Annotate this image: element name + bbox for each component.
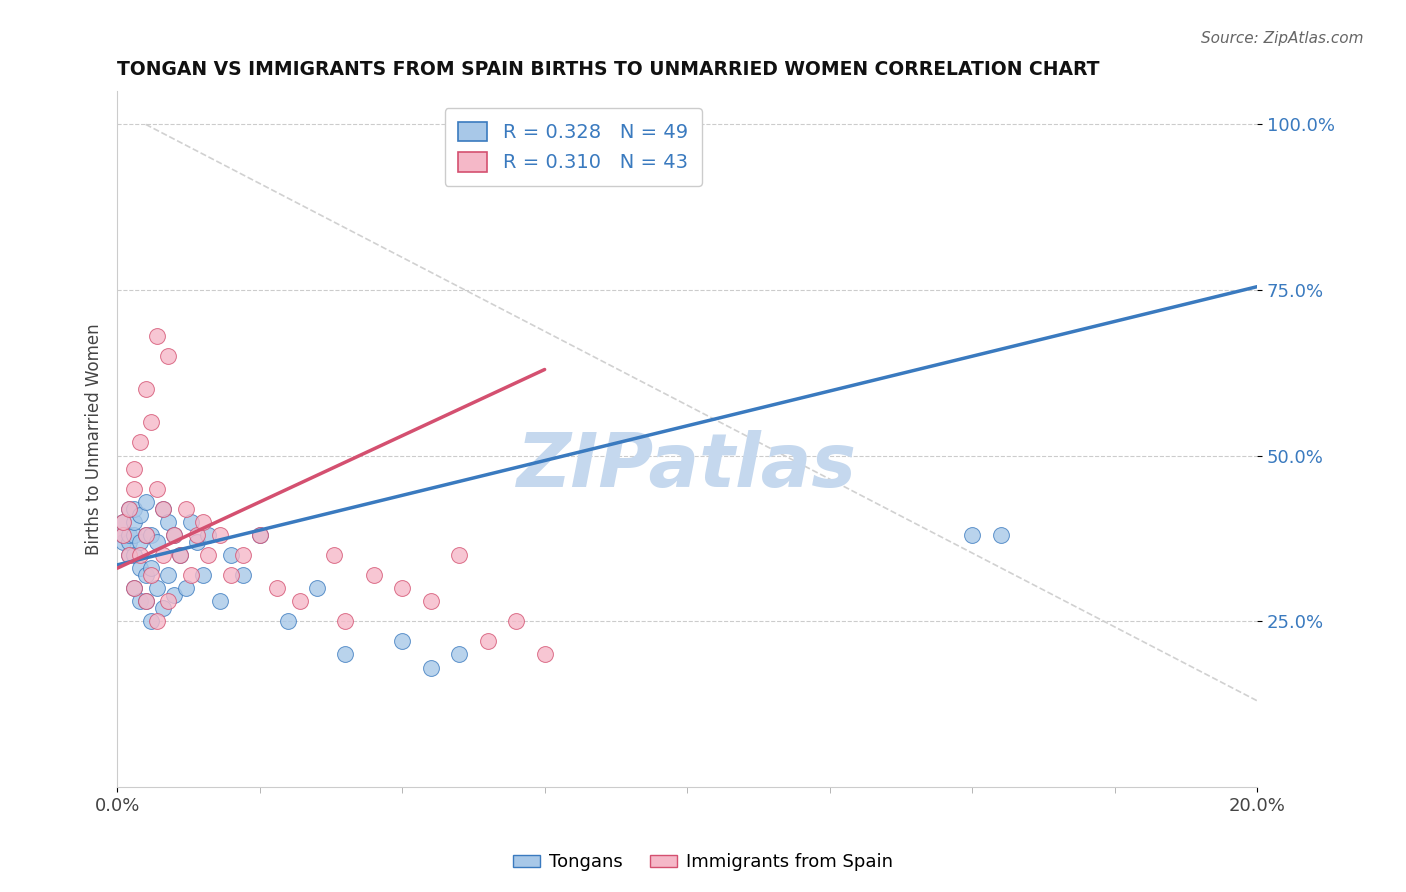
Point [129,435,152,450]
Point [117,501,139,516]
Point [163,528,186,542]
Point [141,614,163,628]
Text: TONGAN VS IMMIGRANTS FROM SPAIN BIRTHS TO UNMARRIED WOMEN CORRELATION CHART: TONGAN VS IMMIGRANTS FROM SPAIN BIRTHS T… [117,60,1099,78]
Point [157,594,180,608]
Point [135,383,157,397]
Point [129,594,152,608]
Point [152,601,174,615]
Point [124,581,146,595]
Point [146,329,169,343]
Point [111,515,134,529]
Point [152,548,174,562]
Point [135,594,157,608]
Point [180,567,202,582]
Point [208,594,231,608]
Point [111,534,134,549]
Point [533,648,555,662]
Point [146,581,169,595]
Point [391,634,413,648]
Point [124,462,146,476]
Point [135,495,157,509]
Point [191,515,214,529]
Point [129,508,152,523]
Point [124,501,146,516]
Point [141,416,163,430]
Point [111,528,134,542]
Point [505,614,527,628]
Point [449,648,471,662]
Legend: Tongans, Immigrants from Spain: Tongans, Immigrants from Spain [506,847,900,879]
Point [266,581,288,595]
Point [117,548,139,562]
Point [232,567,254,582]
Point [163,528,186,542]
Point [186,528,208,542]
Point [219,567,242,582]
Point [129,561,152,575]
Point [111,528,134,542]
Point [191,567,214,582]
Point [146,482,169,496]
Point [135,594,157,608]
Point [146,614,169,628]
Point [157,567,180,582]
Point [249,528,271,542]
Point [129,548,152,562]
Point [174,501,197,516]
Point [124,581,146,595]
Point [117,534,139,549]
Point [208,528,231,542]
Y-axis label: Births to Unmarried Women: Births to Unmarried Women [86,323,103,555]
Point [305,581,328,595]
Point [117,528,139,542]
Point [174,581,197,595]
Point [152,501,174,516]
Point [117,501,139,516]
Point [391,581,413,595]
Point [322,548,344,562]
Point [277,614,299,628]
Point [232,548,254,562]
Point [197,528,219,542]
Point [152,501,174,516]
Point [477,634,499,648]
Point [111,515,134,529]
Point [124,528,146,542]
Point [249,528,271,542]
Point [117,548,139,562]
Point [219,548,242,562]
Point [124,515,146,529]
Point [990,528,1012,542]
Point [197,548,219,562]
Point [180,515,202,529]
Point [141,561,163,575]
Point [124,548,146,562]
Legend: R = 0.328   N = 49, R = 0.310   N = 43: R = 0.328 N = 49, R = 0.310 N = 43 [444,108,702,186]
Point [449,548,471,562]
Point [141,567,163,582]
Point [333,648,356,662]
Point [135,567,157,582]
Point [333,614,356,628]
Point [157,349,180,363]
Point [141,528,163,542]
Text: Source: ZipAtlas.com: Source: ZipAtlas.com [1201,31,1364,46]
Point [135,528,157,542]
Point [169,548,191,562]
Point [960,528,983,542]
Point [135,528,157,542]
Point [288,594,311,608]
Point [146,534,169,549]
Point [124,482,146,496]
Point [163,588,186,602]
Point [186,534,208,549]
Point [157,515,180,529]
Text: ZIPatlas: ZIPatlas [517,430,858,503]
Point [419,660,441,674]
Point [363,567,385,582]
Point [129,534,152,549]
Point [419,594,441,608]
Point [169,548,191,562]
